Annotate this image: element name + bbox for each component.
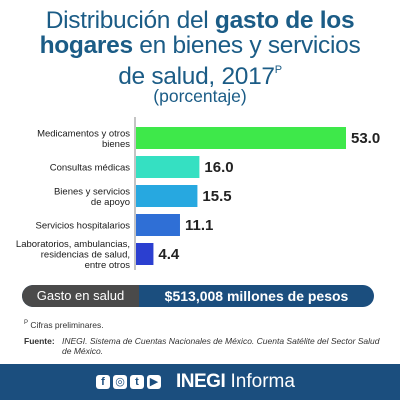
brand-bold: INEGI [176, 371, 226, 392]
title-line2-normal: en bienes y servicios [132, 32, 361, 59]
title-line1-normal: Distribución del [45, 7, 215, 34]
social-icons: f ◎ t ▶ [96, 375, 161, 389]
summary-label: Gasto en salud [22, 285, 139, 307]
footer-bar: f ◎ t ▶ INEGI Informa [0, 364, 400, 400]
title-superscript: P [274, 64, 282, 76]
footnote: P Cifras preliminares. [24, 320, 104, 330]
bar-1 [136, 156, 200, 178]
summary-value: $513,008 millones de pesos [164, 288, 349, 304]
title-line1-bold: gasto de los [214, 7, 355, 34]
source-key: Fuente: [24, 336, 55, 346]
youtube-icon[interactable]: ▶ [147, 375, 161, 389]
category-label-3: Servicios hospitalarios [35, 221, 130, 232]
footnote-marker: P [24, 320, 29, 327]
category-label-1: Consultas médicas [50, 163, 131, 174]
bar-chart: 53.0 Medicamentos y otros bienes 16.0 Consul… [16, 117, 380, 271]
title-line3: de salud, 2017 [118, 63, 275, 90]
brand-logo: INEGI Informa [176, 371, 295, 393]
source-note: Fuente: INEGI. Sistema de Cuentas Nacion… [24, 336, 384, 356]
chart-title: Distribución del gasto de los hogares en… [0, 8, 400, 89]
value-label-3: 11.1 [185, 217, 213, 234]
summary-bar: Gasto en salud $513,008 millones de peso… [22, 285, 374, 307]
instagram-icon[interactable]: ◎ [113, 375, 127, 389]
bar-4 [136, 243, 154, 265]
value-label-0: 53.0 [351, 130, 380, 147]
value-label-1: 16.0 [204, 159, 233, 176]
bar-2 [136, 185, 198, 207]
facebook-icon[interactable]: f [96, 375, 110, 389]
bar-3 [136, 214, 180, 236]
footnote-text: Cifras preliminares. [28, 320, 104, 330]
category-label-4: Laboratorios, ambulancias, residencias de… [16, 239, 130, 271]
category-label-0: Medicamentos y otros bienes [37, 128, 130, 150]
brand-normal: Informa [225, 371, 295, 392]
value-label-4: 4.4 [158, 246, 180, 263]
value-label-2: 15.5 [202, 188, 231, 205]
source-text: INEGI. Sistema de Cuentas Nacionales de … [62, 336, 380, 356]
title-line2-bold: hogares [39, 32, 134, 59]
chart-subtitle: (porcentaje) [153, 86, 247, 106]
category-label-2: Bienes y servicios de apoyo [54, 186, 130, 208]
twitter-icon[interactable]: t [130, 375, 144, 389]
bar-0 [136, 127, 346, 149]
